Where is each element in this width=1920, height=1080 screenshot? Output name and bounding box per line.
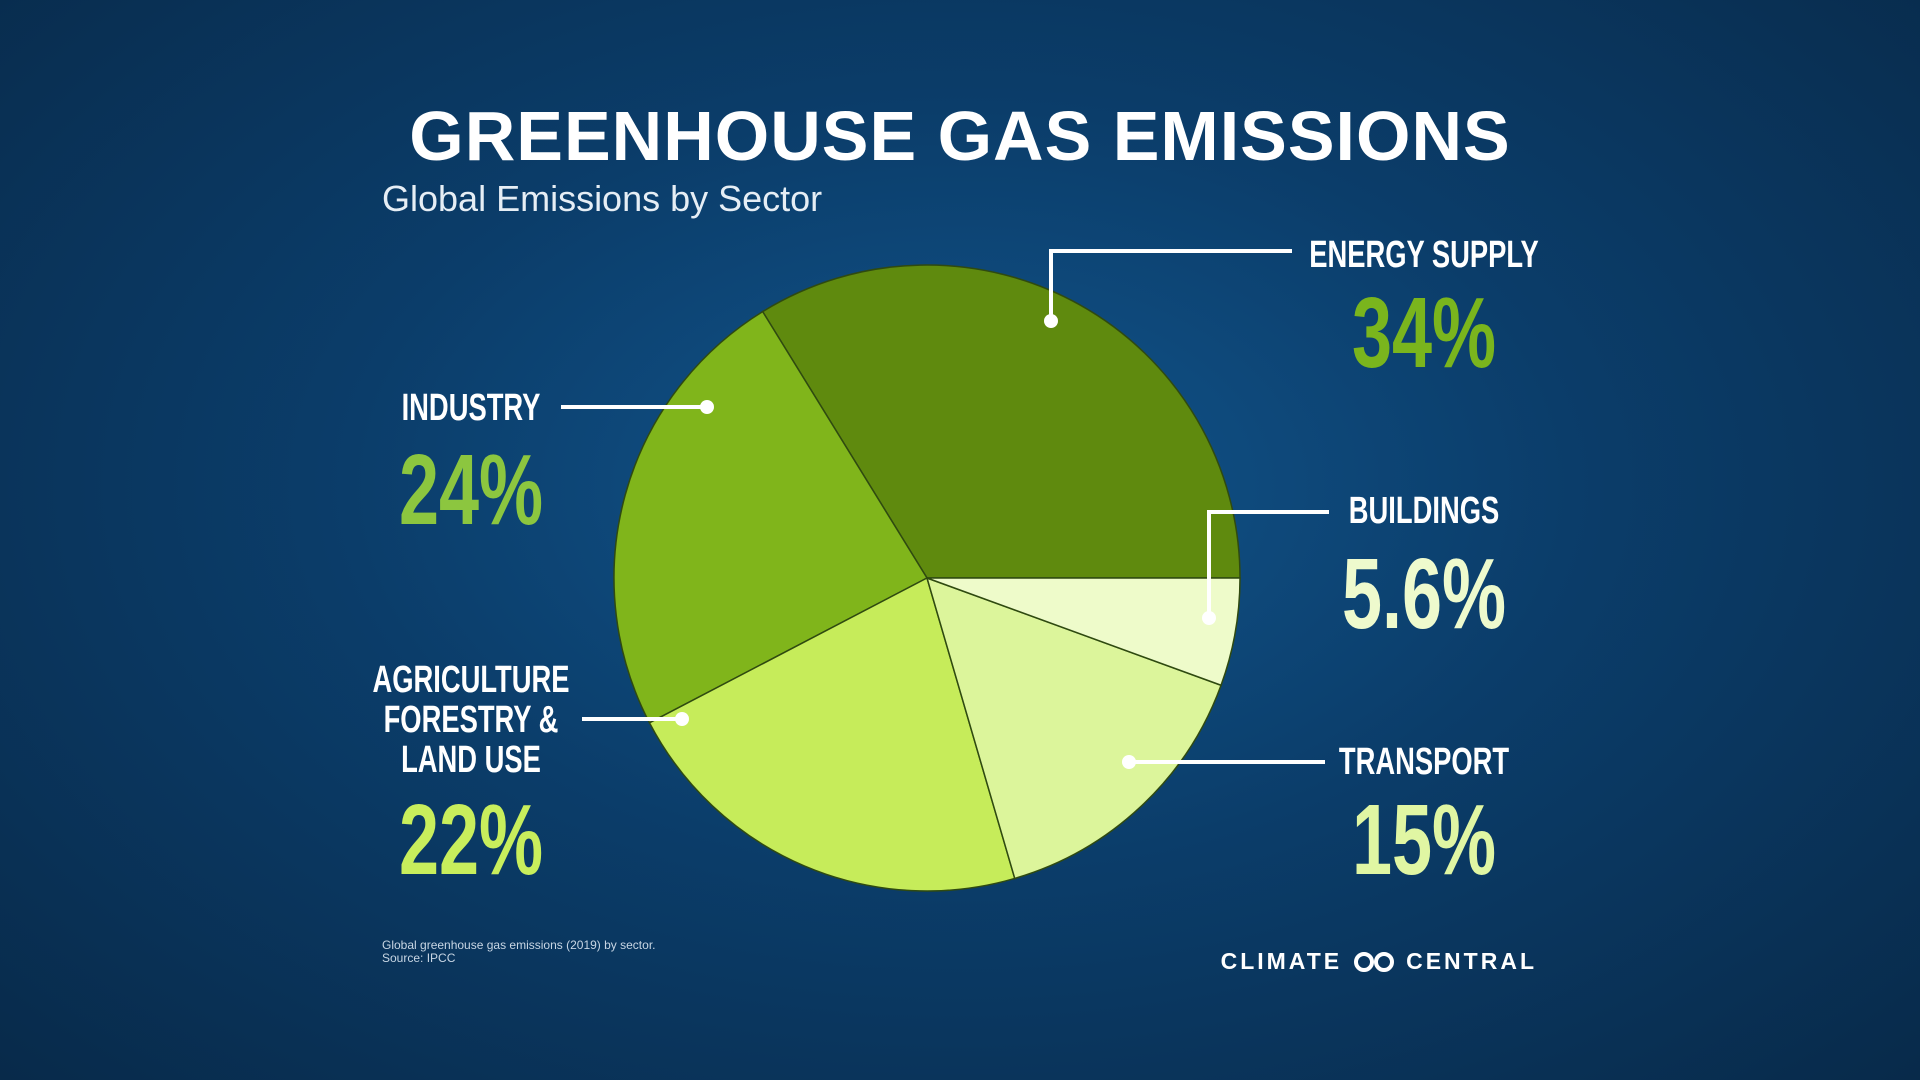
value-label: 34%	[1351, 277, 1497, 389]
pie-slice	[926, 577, 1241, 687]
category-label: TRANSPORT	[1338, 741, 1510, 783]
value-label: 15%	[1351, 784, 1497, 896]
value-label: 22%	[398, 784, 544, 896]
leader-dot	[1202, 611, 1216, 625]
logo-icon	[1354, 951, 1395, 972]
logo-text: CLIMATE	[1220, 948, 1343, 974]
category-label: ENERGY SUPPLY	[1309, 234, 1539, 276]
logo: CLIMATE CENTRAL	[1221, 948, 1537, 975]
pie-slice	[925, 576, 1223, 880]
leader-dot	[1044, 314, 1058, 328]
leaders	[561, 249, 1329, 764]
pie	[613, 264, 1241, 892]
footnote: Global greenhouse gas emissions (2019) b…	[382, 939, 656, 965]
category-label: BUILDINGS	[1348, 490, 1500, 532]
pie-slice	[613, 310, 929, 724]
pie-slice	[761, 264, 1241, 579]
footnote-line: Global greenhouse gas emissions (2019) b…	[382, 938, 656, 952]
footnote-line: Source: IPCC	[382, 951, 456, 965]
leader-dot	[700, 400, 714, 414]
chart-title: GREENHOUSE GAS EMISSIONS	[409, 97, 1511, 175]
pie-slice	[648, 576, 1016, 892]
category-label: AGRICULTURE FORESTRY & LAND USE	[372, 659, 570, 781]
value-label: 24%	[398, 434, 544, 546]
leader-dot	[675, 712, 689, 726]
logo-text: CENTRAL	[1406, 948, 1537, 974]
category-label: INDUSTRY	[401, 387, 541, 429]
leader-line	[1049, 249, 1292, 321]
value-label: 5.6%	[1341, 538, 1507, 650]
leader-line	[1207, 510, 1329, 618]
leader-dot	[1122, 755, 1136, 769]
chart-subtitle: Global Emissions by Sector	[382, 178, 823, 219]
leader-dots	[675, 314, 1216, 769]
